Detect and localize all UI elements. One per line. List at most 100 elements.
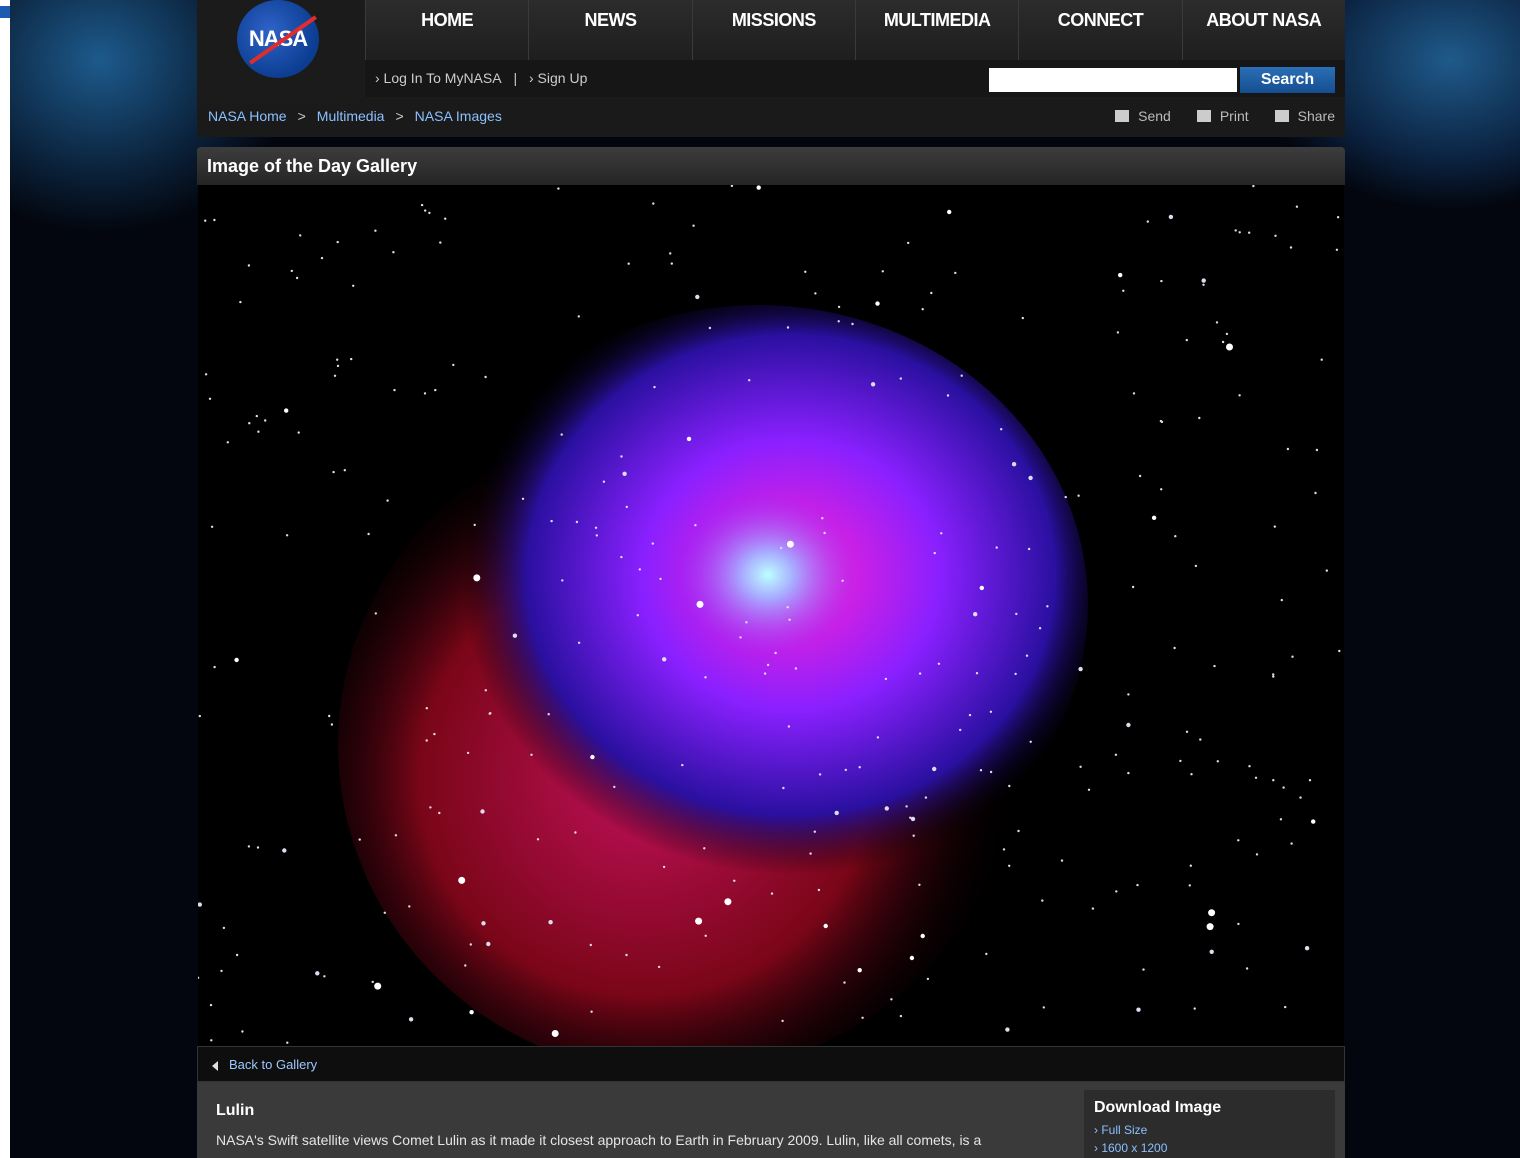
logo[interactable]: NASA [237,0,319,78]
star [530,753,533,756]
login-link[interactable]: › Log In To MyNASA [375,70,502,86]
star [779,546,783,550]
download-link[interactable]: › 1600 x 1200 [1094,1141,1168,1155]
star [918,672,922,675]
star [336,240,339,244]
star [439,241,442,244]
star [1185,338,1188,342]
share[interactable]: Share [1275,108,1335,124]
star [434,388,437,392]
star [841,579,844,582]
nav-item[interactable]: NEWS [528,0,691,60]
star [1234,229,1237,232]
star [299,234,302,237]
star [1225,332,1229,336]
star [1005,1027,1010,1032]
crumb-link[interactable]: NASA Images [414,108,502,124]
star [926,977,930,981]
star [343,469,346,472]
star [881,270,884,273]
star [282,848,287,853]
star [394,834,398,837]
crumb-link[interactable]: Multimedia [316,108,385,124]
nav-item[interactable]: MISSIONS [691,0,855,60]
star [444,217,447,220]
gallery-title: Image of the Day Gallery [197,147,1345,185]
star [484,375,487,379]
star [328,714,331,718]
star [876,736,880,739]
star [788,618,791,621]
star [602,480,606,483]
star [686,436,692,442]
star [1002,848,1006,851]
star [960,374,963,377]
star [989,770,993,774]
star [1202,283,1205,286]
star [1215,321,1219,324]
crumb-link[interactable]: NASA Home [208,108,287,124]
star [1173,646,1176,650]
star [1335,248,1339,251]
star [425,707,428,710]
download-title: Download Image [1094,1099,1222,1116]
star [933,551,936,555]
star [1179,759,1182,763]
star [548,920,553,925]
star [226,441,229,444]
star [884,806,889,811]
star [1315,448,1319,452]
print[interactable]: Print [1197,108,1249,124]
star [622,471,627,476]
star [739,636,742,639]
search-button[interactable]: Search [1240,67,1335,93]
star [367,532,370,536]
star [1015,612,1018,616]
search-input[interactable] [989,68,1237,92]
comet-image [198,185,1344,1046]
star [213,665,216,669]
logo-area[interactable]: NASA [197,0,365,97]
star [620,455,623,458]
signup-link[interactable]: › Sign Up [529,70,588,86]
star [204,373,208,376]
star [704,934,707,937]
star [1146,220,1149,223]
star [1314,491,1317,495]
back-link[interactable]: Back to Gallery [197,1046,1345,1082]
star [636,614,639,617]
info-panel: Lulin NASA's Swift satellite views Comet… [197,1082,1345,1158]
star [560,433,563,436]
star [930,291,933,295]
nav-item[interactable]: CONNECT [1018,0,1181,60]
send[interactable]: Send [1115,108,1171,124]
star [662,657,667,662]
download-box: Download Image › Full Size › 1600 x 1200 [1084,1090,1335,1158]
star [1291,655,1294,658]
star [1193,1007,1196,1010]
star [239,300,242,304]
star [295,276,299,280]
separator: | [513,70,518,86]
nav-item[interactable]: MULTIMEDIA [854,0,1018,60]
star [638,568,641,571]
star [979,769,983,772]
star [774,651,777,655]
nav-item[interactable]: HOME [365,0,528,60]
star [870,382,876,387]
star [625,505,628,509]
star [653,385,656,389]
star [733,879,736,882]
star [1245,967,1249,970]
star [1252,185,1255,188]
star [256,846,260,849]
star [423,392,427,395]
star [336,364,340,368]
star [1029,740,1032,743]
star [1201,278,1206,283]
star [1216,760,1219,763]
download-link[interactable]: › Full Size [1094,1123,1148,1137]
nav-item[interactable]: ABOUT NASA [1181,0,1345,60]
star [1279,818,1283,821]
star [428,211,431,215]
